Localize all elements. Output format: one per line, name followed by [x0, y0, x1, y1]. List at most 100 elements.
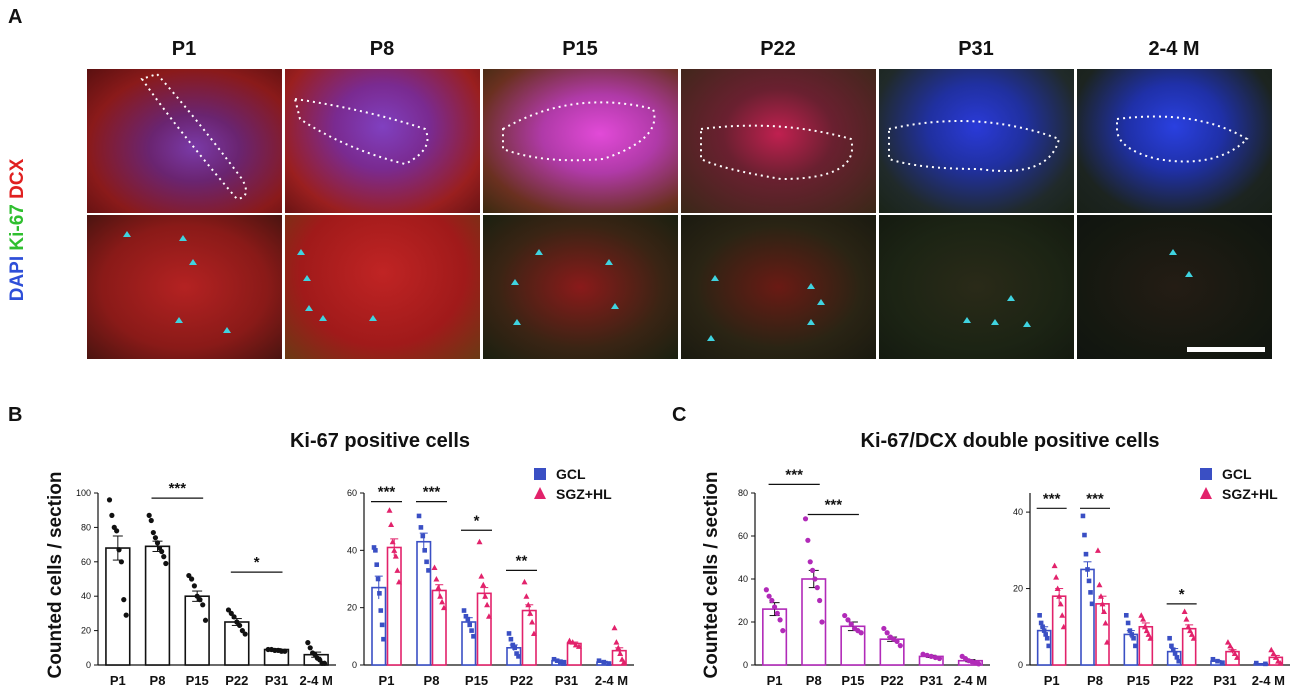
- micrograph-overview: [482, 68, 679, 214]
- chart-b-right-bar: [566, 642, 582, 666]
- timepoint-2-4m: 2-4 M: [1148, 38, 1200, 60]
- chart-c-right-point-gcl: [1253, 660, 1259, 666]
- chart-b-left-point: [111, 524, 117, 531]
- chart-b-right-point-gcl: [418, 525, 424, 530]
- chart-b-right-point-sgz: [485, 613, 492, 619]
- arrow-marker: [297, 249, 305, 255]
- chart-c-right-point-gcl: [1219, 660, 1225, 666]
- chart-c-right-bar: [1080, 568, 1095, 666]
- chart-c-right-xtick-label: P31: [1213, 673, 1236, 688]
- chart-b-left-point: [161, 554, 167, 560]
- chart-c-right-point-gcl: [1038, 620, 1044, 626]
- chart-c-left-bar: [762, 608, 788, 666]
- chart-b-right-bar: [506, 646, 522, 666]
- chart-b-left-point: [197, 597, 203, 603]
- chart-c-left-point: [884, 630, 890, 636]
- chart-b-left-point: [191, 583, 197, 589]
- chart-b-right-bar: [416, 540, 432, 666]
- chart-c-right-point-sgz: [1183, 616, 1190, 622]
- chart-b-right-bar: [431, 589, 447, 666]
- arrow-marker: [513, 319, 521, 325]
- chart-c-right-point-sgz: [1224, 639, 1231, 645]
- chart-b-left-point: [282, 648, 288, 654]
- chart-c-right-sig-label: ***: [1086, 490, 1104, 507]
- chart-b-right-point-sgz: [388, 521, 395, 528]
- timepoint-p8: P8: [369, 38, 395, 60]
- chart-c-left-point: [769, 597, 775, 604]
- chart-b-left-bar: [184, 595, 210, 666]
- chart-c-left-point: [887, 634, 894, 640]
- chart-b-right-ytick-label: 40: [347, 545, 357, 555]
- chart-c-left-point: [959, 653, 965, 660]
- chart-c-right-point-sgz: [1147, 635, 1154, 641]
- chart-c-right-point-gcl: [1089, 601, 1095, 607]
- arrow-marker: [175, 317, 183, 323]
- chart-c-left-point: [920, 651, 926, 657]
- chart-b-right-point-sgz: [480, 581, 487, 588]
- chart-c-right-point-sgz: [1099, 600, 1106, 607]
- chart-c-right-point-gcl: [1044, 635, 1050, 641]
- arrow-marker: [711, 275, 719, 281]
- chart-c-right-point-sgz: [1056, 593, 1063, 599]
- chart-b-left-ytick-label: 0: [86, 660, 91, 670]
- chart-c-left-point: [924, 652, 930, 658]
- chart-b-right-point-gcl: [469, 628, 474, 633]
- chart-c-left-point: [774, 610, 780, 617]
- chart-b-legend-sgz-label: SGZ+HL: [556, 486, 612, 502]
- chart-c-right-point-gcl: [1083, 551, 1089, 557]
- chart-c-right-ytick-label: 20: [1013, 584, 1023, 594]
- chart-b-left-point: [275, 647, 281, 653]
- chart-b-right-point-gcl: [378, 608, 384, 613]
- chart-c-right-point-gcl: [1037, 613, 1042, 618]
- chart-b-legend-sgz-swatch: [534, 487, 546, 499]
- chart-c-right-ytick-label: 40: [1013, 507, 1023, 517]
- chart-b-right-point-sgz: [617, 650, 624, 657]
- chart-b-left-point: [321, 660, 328, 666]
- micrograph-detail: [482, 214, 679, 360]
- chart-c-left-point: [881, 625, 887, 632]
- chart-c-left-sig-label: ***: [825, 497, 843, 514]
- micrograph-detail: [878, 214, 1075, 360]
- chart-b-right-sig-label: *: [474, 512, 480, 529]
- chart-c-right-point-sgz: [1053, 574, 1060, 580]
- chart-c-left-point: [807, 559, 813, 565]
- micrograph-detail: [284, 214, 481, 360]
- chart-c-left-point: [809, 567, 816, 574]
- chart-b-left-point: [150, 529, 156, 536]
- chart-b-left-point: [307, 645, 313, 651]
- chart-b-right-point-gcl: [377, 591, 382, 596]
- chart-c-right-point-sgz: [1190, 635, 1197, 641]
- chart-c-title: Ki-67/DCX double positive cells: [860, 430, 1160, 452]
- chart-c-right-point-gcl: [1085, 567, 1090, 572]
- chart-b-right-point-sgz: [392, 553, 399, 559]
- chart-c-left-point: [966, 658, 972, 664]
- chart-b-right-point-sgz: [482, 593, 489, 599]
- chart-b-left-point: [202, 617, 209, 623]
- chart-c-left-ytick-label: 20: [738, 617, 748, 627]
- arrow-marker: [369, 315, 377, 321]
- chart-c-left-xtick-label: P1: [767, 673, 783, 688]
- chart-b-left-bar: [144, 545, 171, 666]
- chart-b-left-xtick-label: 2-4 M: [300, 673, 333, 688]
- chart-c-left-point: [928, 653, 934, 660]
- stain-dapi: DAPI: [7, 255, 28, 302]
- chart-c-legend-gcl-swatch: [1200, 468, 1212, 480]
- chart-b-right-point-sgz: [529, 619, 536, 625]
- chart-b-right-point-gcl: [471, 634, 476, 639]
- chart-b-left-xtick-label: P22: [225, 673, 248, 688]
- timepoint-p31: P31: [958, 38, 994, 60]
- micrograph-detail: [1076, 214, 1273, 360]
- chart-b-right-point-sgz: [433, 576, 440, 582]
- chart-c-right-point-gcl: [1086, 578, 1092, 584]
- chart-b-left-point: [272, 647, 278, 653]
- chart-b-legend-gcl-label: GCL: [556, 466, 586, 482]
- chart-b-right-point-gcl: [424, 559, 429, 565]
- arrow-marker: [807, 319, 815, 325]
- chart-b-right-xtick-label: P22: [510, 673, 533, 688]
- chart-c-left-point: [780, 628, 786, 634]
- micrograph-overview: [1076, 68, 1273, 214]
- chart-c-right-point-gcl: [1041, 628, 1047, 633]
- chart-b-right-point-gcl: [561, 661, 566, 666]
- chart-b-left-point: [239, 628, 245, 634]
- chart-c-right-point-sgz: [1102, 619, 1109, 626]
